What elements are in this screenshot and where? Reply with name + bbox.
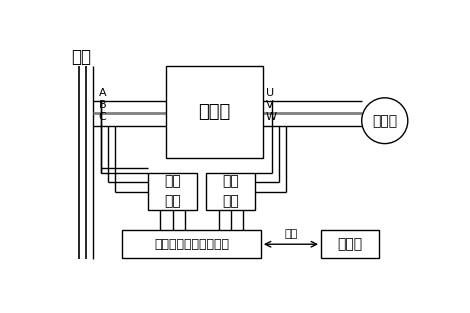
Bar (206, 172, 256, 210)
Bar (148, 172, 197, 210)
Text: A: A (99, 88, 106, 98)
Text: 光纤: 光纤 (284, 229, 298, 239)
Text: C: C (99, 112, 107, 122)
Bar (166, 66, 263, 158)
Text: 电动机: 电动机 (372, 114, 397, 128)
Text: 主控板: 主控板 (337, 237, 363, 251)
Ellipse shape (362, 98, 408, 144)
Bar (123, 230, 261, 258)
Text: B: B (99, 100, 106, 110)
Text: U: U (266, 88, 274, 98)
Text: 电阻
分压: 电阻 分压 (164, 174, 181, 208)
Text: 输入输出电压检测装置: 输入输出电压检测装置 (154, 238, 229, 251)
Bar (321, 230, 379, 258)
Text: V: V (266, 100, 273, 110)
Text: 变频器: 变频器 (198, 103, 231, 121)
Text: W: W (266, 112, 277, 122)
Text: 电阻
分压: 电阻 分压 (222, 174, 239, 208)
Text: 电网: 电网 (71, 48, 92, 66)
